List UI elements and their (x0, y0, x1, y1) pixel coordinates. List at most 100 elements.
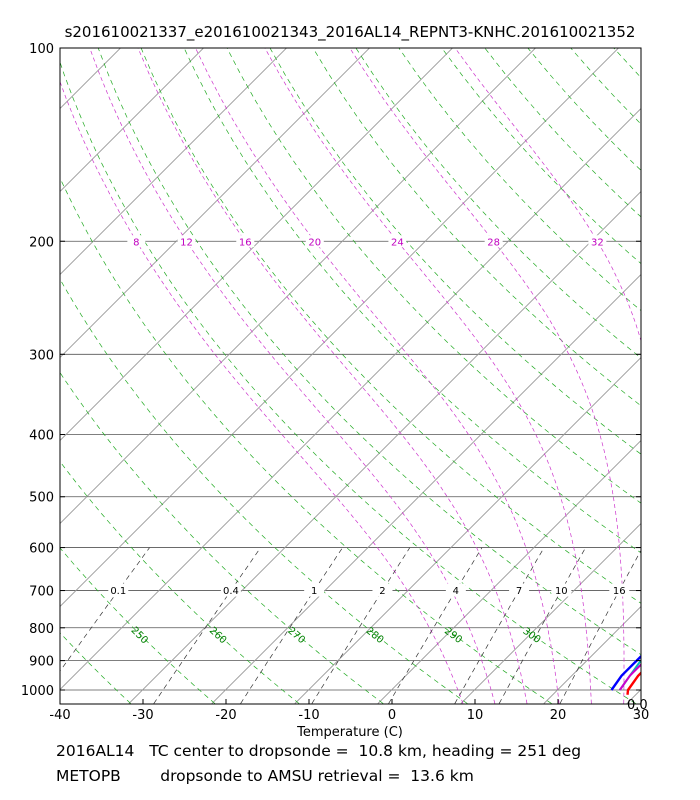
moist-adiabat-label-bg (127, 235, 146, 248)
mixing-ratio-line (498, 547, 586, 704)
series-line-1 (626, 671, 641, 695)
moist-adiabat-label-bg (305, 235, 324, 248)
pressure-tick-label: 300 (29, 348, 54, 363)
temperature-tick-label: 30 (633, 708, 650, 723)
dry-adiabat (657, 48, 700, 704)
mixing-ratio-line (60, 547, 150, 672)
mixing-ratio-label: 0.1 (110, 586, 126, 597)
dry-adiabat (484, 48, 641, 218)
dry-adiabat (183, 48, 641, 554)
moist-adiabat-label: 24 (391, 237, 404, 248)
isotherm (60, 107, 641, 691)
isotherm (294, 356, 641, 704)
dry-adiabat-label: 260 (207, 625, 228, 646)
temperature-tick-label: 10 (467, 708, 484, 723)
series-line-4 (618, 663, 641, 691)
moist-adiabat-label-bg (588, 235, 607, 248)
moist-adiabat (454, 48, 641, 343)
isotherm (0, 34, 52, 704)
moist-adiabat-label: 28 (487, 237, 500, 248)
mixing-ratio-label-bg (551, 583, 572, 597)
isotherm (211, 273, 641, 704)
isotherm (60, 48, 205, 193)
dry-adiabat (312, 48, 641, 407)
mixing-ratio-line (240, 547, 343, 704)
temperature-tick-label: -10 (298, 708, 319, 723)
moist-adiabat-label-bg (236, 235, 255, 248)
isotherm (543, 605, 641, 704)
dry-adiabat (60, 371, 384, 704)
dry-adiabat (60, 632, 131, 704)
mixing-ratio-label: 0.4 (223, 586, 239, 597)
dry-adiabat (441, 48, 641, 265)
mixing-ratio-label-bg (304, 583, 325, 597)
corner-label: 0.0 (627, 698, 648, 713)
moist-adiabat (349, 48, 625, 704)
mixing-ratio-label: 1 (311, 586, 317, 597)
moist-adiabat (264, 48, 592, 704)
mixing-ratio-label-bg (445, 583, 466, 597)
dry-adiabat (97, 48, 641, 656)
mixing-ratio-line (311, 547, 411, 704)
footer-distance-line: 2016AL14 TC center to dropsonde = 10.8 k… (56, 742, 582, 760)
mixing-ratio-label-bg (609, 583, 630, 597)
mixing-ratio-label-bg (108, 583, 129, 597)
pressure-tick-label: 800 (29, 622, 54, 637)
dry-adiabat-label: 300 (520, 626, 542, 646)
plot-frame (59, 47, 642, 705)
dry-adiabat (60, 278, 468, 704)
pressure-tick-label: 900 (29, 655, 54, 670)
moist-adiabat-label: 12 (180, 237, 193, 248)
dry-adiabat (140, 48, 641, 604)
isotherm (60, 48, 620, 608)
dry-adiabat-label: 290 (442, 626, 464, 646)
isotherm (377, 439, 641, 704)
dry-adiabat (0, 48, 47, 704)
dry-adiabat (570, 48, 641, 125)
moist-adiabat-label-bg (484, 235, 503, 248)
moist-adiabat (89, 48, 496, 704)
series-layer (610, 654, 641, 695)
moist-adiabat-label: 20 (308, 237, 321, 248)
dry-adiabat (60, 177, 552, 704)
temperature-tick-label: 20 (550, 708, 567, 723)
mixing-ratio-line (454, 547, 545, 704)
dry-adiabat (527, 48, 641, 171)
mixing-ratio-label: 2 (379, 586, 385, 597)
pressure-tick-label: 700 (29, 585, 54, 600)
isotherm (60, 48, 371, 359)
dry-adiabat (398, 48, 641, 312)
isotherm (626, 688, 641, 704)
moist-adiabat (60, 80, 464, 704)
moist-adiabat-label: 32 (591, 237, 604, 248)
mixing-ratio-label: 10 (555, 586, 568, 597)
mixing-ratio-label: 4 (453, 586, 459, 597)
moist-adiabat-label-bg (388, 235, 407, 248)
temperature-tick-label: -30 (132, 708, 153, 723)
dry-adiabat-label: 250 (129, 625, 150, 646)
isotherm (60, 48, 537, 525)
isotherm (60, 48, 454, 442)
temperature-tick-label: -40 (49, 708, 70, 723)
moist-adiabat-label: 8 (133, 237, 139, 248)
moist-adiabat (195, 48, 560, 704)
moist-adiabat-label: 16 (239, 237, 252, 248)
dry-adiabat (269, 48, 641, 455)
x-axis-label: Temperature (C) (296, 725, 403, 740)
dry-adiabat-label: 270 (285, 625, 307, 646)
dry-adiabat-label: 280 (364, 626, 386, 647)
mixing-ratio-label: 7 (516, 586, 522, 597)
mixing-ratio-line (153, 547, 261, 704)
grid-layer (0, 34, 700, 704)
temperature-tick-label: -20 (215, 708, 236, 723)
pressure-tick-label: 1000 (21, 684, 54, 699)
chart-title: s201610021337_e201610021343_2016AL14_REP… (65, 23, 636, 42)
pressure-tick-label: 100 (29, 42, 54, 57)
dry-adiabat (613, 48, 641, 78)
dry-adiabat (355, 48, 641, 359)
moist-adiabat-label-bg (177, 235, 196, 248)
isotherm (60, 48, 122, 110)
mixing-ratio-label: 16 (613, 586, 626, 597)
